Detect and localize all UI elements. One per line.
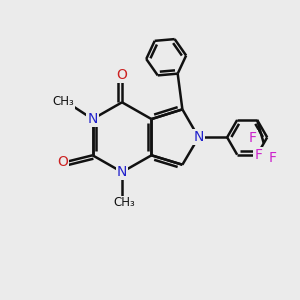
Text: N: N	[87, 112, 98, 126]
Text: N: N	[194, 130, 204, 144]
Text: F: F	[248, 131, 256, 145]
Text: F: F	[269, 151, 277, 165]
Text: O: O	[117, 68, 128, 82]
Text: N: N	[117, 165, 127, 179]
Text: F: F	[254, 148, 262, 162]
Text: CH₃: CH₃	[113, 196, 135, 209]
Text: O: O	[57, 155, 68, 170]
Text: CH₃: CH₃	[52, 95, 74, 108]
